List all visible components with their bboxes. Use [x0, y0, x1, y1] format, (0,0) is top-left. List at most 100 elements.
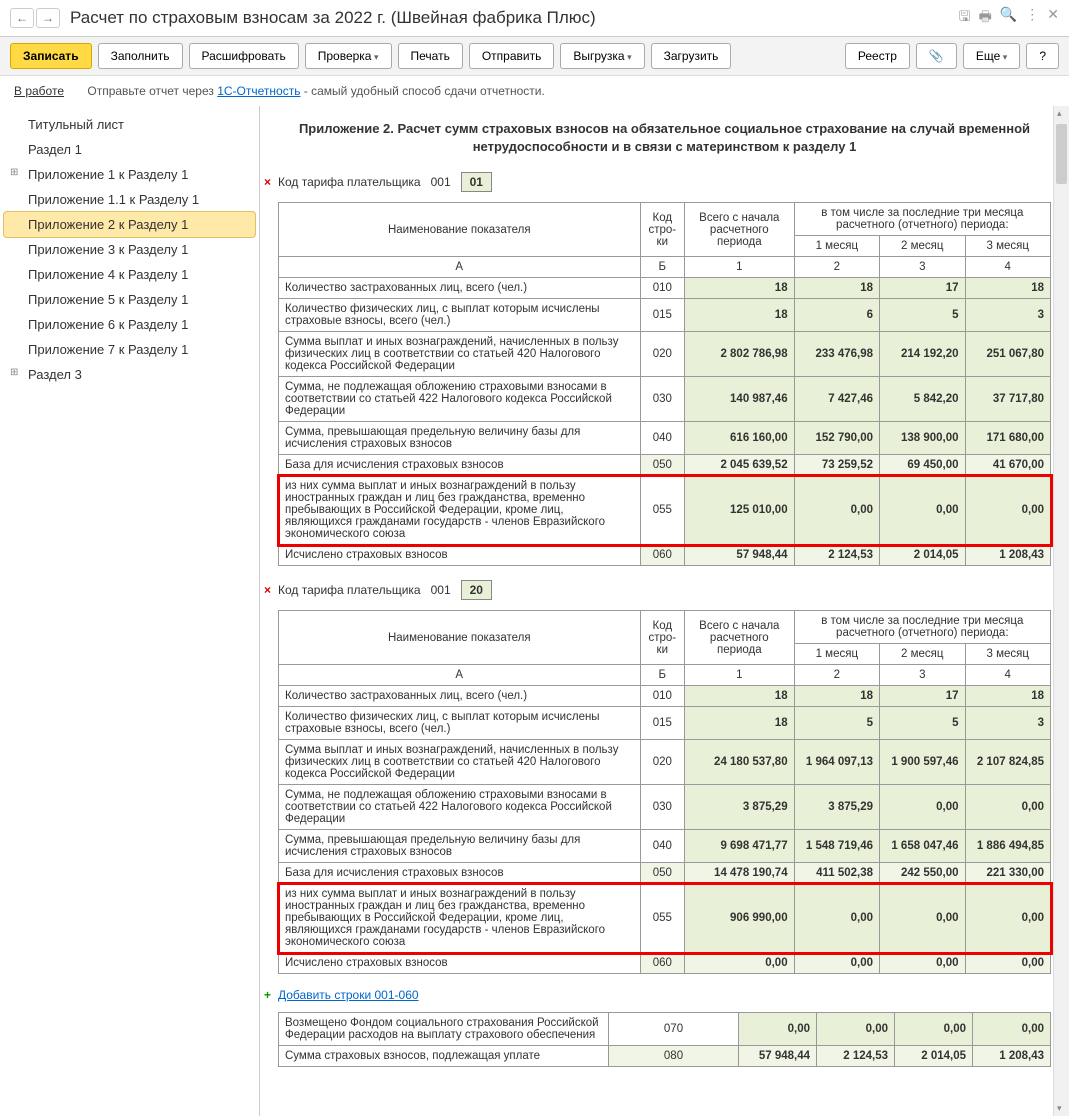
tariff-code-2[interactable]: 20	[461, 580, 492, 600]
value-cell[interactable]: 18	[685, 707, 795, 740]
value-cell[interactable]: 2 124,53	[817, 1046, 895, 1067]
value-cell[interactable]: 140 987,46	[685, 377, 795, 422]
value-cell[interactable]: 171 680,00	[965, 422, 1051, 455]
value-cell[interactable]: 5 842,20	[880, 377, 965, 422]
value-cell[interactable]: 1 548 719,46	[794, 830, 879, 863]
value-cell[interactable]: 2 107 824,85	[965, 740, 1051, 785]
value-cell[interactable]: 18	[794, 278, 879, 299]
value-cell[interactable]: 6	[794, 299, 879, 332]
info-link[interactable]: 1С-Отчетность	[217, 84, 300, 98]
check-button[interactable]: Проверка	[305, 43, 392, 69]
sidebar-item[interactable]: Приложение 7 к Разделу 1	[0, 337, 259, 362]
save-button[interactable]: Записать	[10, 43, 92, 69]
menu-icon[interactable]: ⋮	[1025, 6, 1039, 30]
delete-marker[interactable]: ×	[264, 175, 271, 189]
sidebar-item[interactable]: Приложение 1.1 к Разделу 1	[0, 187, 259, 212]
value-cell[interactable]: 2 014,05	[895, 1046, 973, 1067]
value-cell[interactable]: 411 502,38	[794, 863, 879, 884]
value-cell[interactable]: 41 670,00	[965, 455, 1051, 476]
value-cell[interactable]: 24 180 537,80	[685, 740, 795, 785]
value-cell[interactable]: 3	[965, 707, 1051, 740]
help-button[interactable]: ?	[1026, 43, 1059, 69]
value-cell[interactable]: 2 124,53	[794, 545, 879, 566]
add-rows-link[interactable]: Добавить строки 001-060	[278, 988, 419, 1002]
more-button[interactable]: Еще	[963, 43, 1020, 69]
value-cell[interactable]: 0,00	[965, 953, 1051, 974]
value-cell[interactable]: 69 450,00	[880, 455, 965, 476]
value-cell[interactable]: 0,00	[965, 476, 1051, 545]
print-button[interactable]: Печать	[398, 43, 463, 69]
sidebar-item[interactable]: Приложение 5 к Разделу 1	[0, 287, 259, 312]
close-icon[interactable]: ✕	[1047, 6, 1059, 30]
nav-forward-button[interactable]: →	[36, 8, 60, 28]
value-cell[interactable]: 616 160,00	[685, 422, 795, 455]
value-cell[interactable]: 214 192,20	[880, 332, 965, 377]
print-icon[interactable]: 🖶	[979, 6, 992, 30]
decode-button[interactable]: Расшифровать	[189, 43, 299, 69]
value-cell[interactable]: 14 478 190,74	[685, 863, 795, 884]
value-cell[interactable]: 0,00	[965, 884, 1051, 953]
value-cell[interactable]: 57 948,44	[739, 1046, 817, 1067]
value-cell[interactable]: 152 790,00	[794, 422, 879, 455]
value-cell[interactable]: 0,00	[794, 953, 879, 974]
status-label[interactable]: В работе	[14, 84, 64, 98]
sidebar-item[interactable]: Приложение 2 к Разделу 1	[4, 212, 255, 237]
value-cell[interactable]: 125 010,00	[685, 476, 795, 545]
value-cell[interactable]: 57 948,44	[685, 545, 795, 566]
value-cell[interactable]: 251 067,80	[965, 332, 1051, 377]
value-cell[interactable]: 1 658 047,46	[880, 830, 965, 863]
value-cell[interactable]: 1 886 494,85	[965, 830, 1051, 863]
tariff-code-1[interactable]: 01	[461, 172, 492, 192]
nav-back-button[interactable]: ←	[10, 8, 34, 28]
value-cell[interactable]: 3	[965, 299, 1051, 332]
value-cell[interactable]: 0,00	[880, 884, 965, 953]
value-cell[interactable]: 242 550,00	[880, 863, 965, 884]
sidebar-item[interactable]: Раздел 1	[0, 137, 259, 162]
value-cell[interactable]: 1 900 597,46	[880, 740, 965, 785]
value-cell[interactable]: 17	[880, 278, 965, 299]
value-cell[interactable]: 2 802 786,98	[685, 332, 795, 377]
value-cell[interactable]: 18	[965, 686, 1051, 707]
sidebar-item[interactable]: Приложение 3 к Разделу 1	[0, 237, 259, 262]
sidebar-item[interactable]: Приложение 1 к Разделу 1	[0, 162, 259, 187]
value-cell[interactable]: 17	[880, 686, 965, 707]
value-cell[interactable]: 3 875,29	[685, 785, 795, 830]
scrollbar[interactable]	[1053, 106, 1069, 1116]
value-cell[interactable]: 18	[685, 278, 795, 299]
value-cell[interactable]: 0,00	[880, 785, 965, 830]
registry-button[interactable]: Реестр	[845, 43, 910, 69]
value-cell[interactable]: 18	[685, 686, 795, 707]
value-cell[interactable]: 0,00	[965, 785, 1051, 830]
add-marker[interactable]: +	[264, 988, 271, 1002]
delete-marker[interactable]: ×	[264, 583, 271, 597]
value-cell[interactable]: 73 259,52	[794, 455, 879, 476]
attach-button[interactable]: 📎	[916, 43, 957, 69]
value-cell[interactable]: 7 427,46	[794, 377, 879, 422]
sidebar-item[interactable]: Титульный лист	[0, 112, 259, 137]
download-button[interactable]: Загрузить	[651, 43, 732, 69]
value-cell[interactable]: 2 045 639,52	[685, 455, 795, 476]
value-cell[interactable]: 5	[794, 707, 879, 740]
value-cell[interactable]: 0,00	[794, 476, 879, 545]
value-cell[interactable]: 1 964 097,13	[794, 740, 879, 785]
value-cell[interactable]: 0,00	[817, 1013, 895, 1046]
save-icon[interactable]: 🖫	[959, 6, 971, 30]
value-cell[interactable]: 233 476,98	[794, 332, 879, 377]
value-cell[interactable]: 37 717,80	[965, 377, 1051, 422]
value-cell[interactable]: 1 208,43	[965, 545, 1051, 566]
upload-button[interactable]: Выгрузка	[560, 43, 644, 69]
value-cell[interactable]: 0,00	[880, 476, 965, 545]
value-cell[interactable]: 18	[685, 299, 795, 332]
send-button[interactable]: Отправить	[469, 43, 555, 69]
value-cell[interactable]: 2 014,05	[880, 545, 965, 566]
value-cell[interactable]: 138 900,00	[880, 422, 965, 455]
value-cell[interactable]: 0,00	[685, 953, 795, 974]
value-cell[interactable]: 1 208,43	[973, 1046, 1051, 1067]
value-cell[interactable]: 0,00	[895, 1013, 973, 1046]
value-cell[interactable]: 5	[880, 707, 965, 740]
value-cell[interactable]: 0,00	[739, 1013, 817, 1046]
value-cell[interactable]: 3 875,29	[794, 785, 879, 830]
value-cell[interactable]: 221 330,00	[965, 863, 1051, 884]
value-cell[interactable]: 0,00	[880, 953, 965, 974]
value-cell[interactable]: 18	[794, 686, 879, 707]
